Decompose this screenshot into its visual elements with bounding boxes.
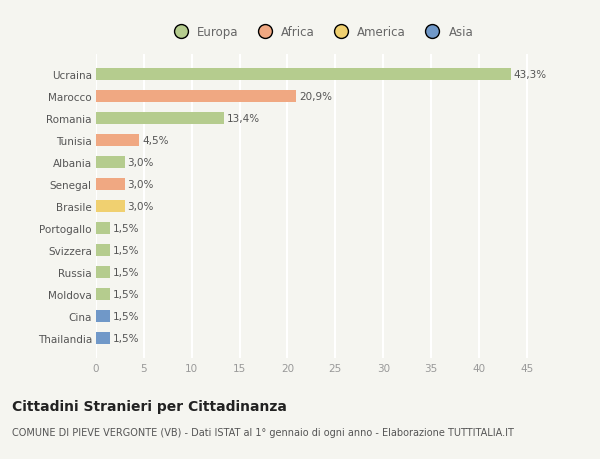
Bar: [96, 113, 224, 125]
Text: 1,5%: 1,5%: [113, 289, 140, 299]
Bar: [96, 91, 296, 103]
Bar: [96, 69, 511, 81]
Text: 1,5%: 1,5%: [113, 268, 140, 277]
Text: 1,5%: 1,5%: [113, 246, 140, 255]
Bar: [96, 332, 110, 344]
Text: 1,5%: 1,5%: [113, 224, 140, 234]
Bar: [96, 201, 125, 213]
Text: COMUNE DI PIEVE VERGONTE (VB) - Dati ISTAT al 1° gennaio di ogni anno - Elaboraz: COMUNE DI PIEVE VERGONTE (VB) - Dati IST…: [12, 427, 514, 437]
Bar: [96, 157, 125, 169]
Text: 20,9%: 20,9%: [299, 92, 332, 102]
Text: 13,4%: 13,4%: [227, 114, 260, 124]
Bar: [96, 223, 110, 235]
Legend: Europa, Africa, America, Asia: Europa, Africa, America, Asia: [164, 22, 478, 44]
Text: 3,0%: 3,0%: [128, 179, 154, 190]
Text: 43,3%: 43,3%: [514, 70, 547, 80]
Text: 3,0%: 3,0%: [128, 158, 154, 168]
Text: 1,5%: 1,5%: [113, 333, 140, 343]
Bar: [96, 288, 110, 300]
Bar: [96, 179, 125, 190]
Bar: [96, 244, 110, 257]
Text: 1,5%: 1,5%: [113, 311, 140, 321]
Text: Cittadini Stranieri per Cittadinanza: Cittadini Stranieri per Cittadinanza: [12, 399, 287, 413]
Text: 4,5%: 4,5%: [142, 136, 169, 146]
Bar: [96, 134, 139, 147]
Text: 3,0%: 3,0%: [128, 202, 154, 212]
Bar: [96, 266, 110, 279]
Bar: [96, 310, 110, 322]
